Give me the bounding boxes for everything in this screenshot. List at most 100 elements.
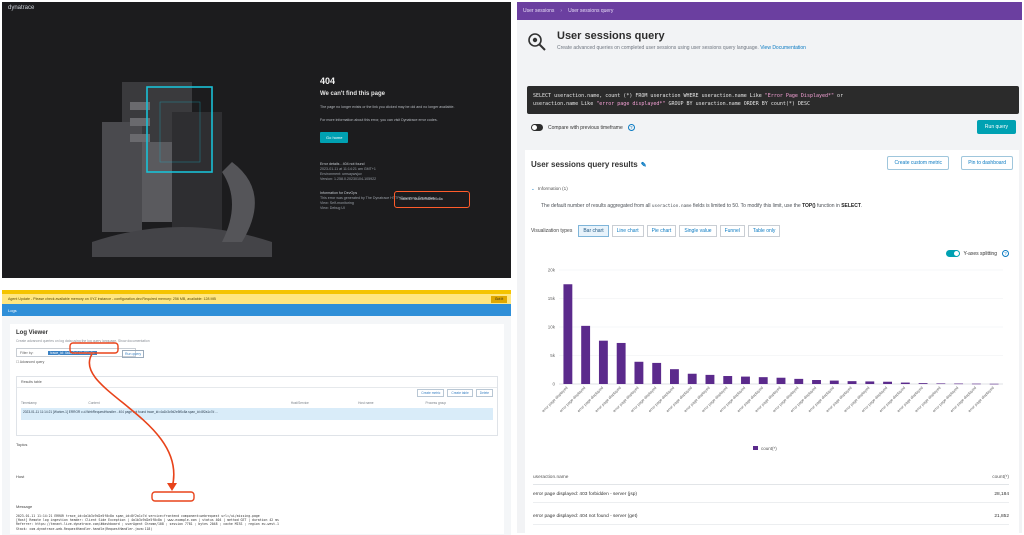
query-string: "Error Page Displayed*" [764, 93, 835, 99]
y-axes-splitting-toggle[interactable] [945, 250, 960, 257]
help-icon[interactable]: ? [627, 124, 635, 131]
devops-line-1: This error was generated by The Dynatrac… [320, 195, 435, 200]
run-query-button[interactable]: Run query [122, 350, 145, 358]
bar [918, 383, 928, 384]
query-editor[interactable]: SELECT useraction.name, count (*) FROM u… [527, 86, 1019, 114]
col-timestamp[interactable]: Timestamp [21, 401, 37, 405]
bar [900, 382, 910, 384]
devops-line-2[interactable]: View: Self-monitoring [320, 201, 354, 206]
bar [581, 325, 591, 384]
broken-building-illustration [92, 82, 272, 257]
create-table-button[interactable]: Create table [447, 389, 473, 397]
note-topn: TOP() [802, 203, 816, 209]
tab-line-chart[interactable]: Line chart [611, 225, 644, 237]
message-line: 2023-01-11 11:14:21 ERROR trace_id=4a1b3… [16, 514, 260, 518]
query-results-card: User sessions query results ✎ Create cust… [525, 150, 1019, 533]
trace-id-highlight: Trace ID: 4a1b3c9d2e5f0c8a [394, 191, 470, 208]
tab-bar-chart[interactable]: Bar chart [578, 225, 609, 237]
trace-id-value: Trace ID: 4a1b3c9d2e5f0c8a [399, 197, 443, 201]
information-toggle[interactable]: ⌄ Information (1) [531, 186, 568, 192]
y-axes-splitting: Y-axes splitting ? [945, 250, 1009, 257]
information-note: The default number of results aggregated… [541, 203, 862, 209]
tab-single-value[interactable]: Single value [679, 225, 717, 237]
bar [758, 377, 768, 384]
query-part: useraction.name Like [533, 101, 597, 107]
results-table: Results table Create metric Create table… [16, 376, 498, 436]
col-count[interactable]: count(*) [992, 475, 1009, 480]
details-line-1: 2023-01-11 at 11:14:21 am GMT+1 [320, 167, 376, 172]
row-name: error page displayed: 404 not found - se… [533, 514, 638, 519]
col-process-group[interactable]: Process group [425, 401, 447, 405]
help-icon[interactable]: ? [1002, 250, 1009, 257]
create-custom-metric-button[interactable]: Create custom metric [887, 156, 949, 170]
legend-label: count(*) [761, 446, 777, 451]
log-viewer-title: Log Viewer [16, 330, 48, 336]
legend-swatch [753, 446, 758, 450]
y-axes-splitting-label: Y-axes splitting [963, 250, 997, 257]
y-tick-label: 10k [548, 325, 556, 330]
compare-toggle[interactable] [531, 124, 543, 131]
details-title: Error details - 404 not found [320, 161, 365, 166]
y-tick-label: 20k [548, 268, 556, 273]
visualization-types: Visualization types Bar chart Line chart… [531, 225, 783, 237]
bar [971, 383, 981, 385]
results-title: User sessions query results ✎ [531, 160, 647, 169]
bar [883, 381, 892, 384]
query-part: GROUP BY useraction.name ORDER BY count(… [665, 101, 810, 107]
bar [829, 380, 839, 384]
chevron-down-icon: ⌄ [531, 186, 535, 191]
col-host-service[interactable]: Host/Service [290, 401, 309, 405]
devops-info: Information for DevOps This error was ge… [320, 191, 490, 212]
documentation-link[interactable]: View Documentation [760, 45, 806, 51]
run-query-button[interactable]: Run query [976, 120, 1016, 134]
query-string: "error page displayed*" [596, 101, 666, 107]
dynatrace-logo: dynatrace [8, 5, 35, 11]
app-top-bar: Logs [2, 304, 511, 316]
query-line-1: SELECT useraction.name, count (*) FROM u… [533, 92, 1013, 100]
col-useraction-name[interactable]: useraction.name [533, 475, 569, 480]
message-line: Referrer: https://tenant.live.dynatrace.… [16, 522, 279, 527]
error-details: Error details - 404 not found 2023-01-11… [320, 162, 490, 183]
bar [616, 342, 626, 384]
error-description: The page no longer exists or the link yo… [320, 105, 455, 109]
go-home-button[interactable]: Go home [320, 131, 349, 143]
results-table-header: useraction.name count(*) [533, 475, 1009, 485]
message-line: [Host] Remote log ingestion header: Clie… [16, 518, 279, 523]
pin-to-dashboard-button[interactable]: Pin to dashboard [961, 156, 1013, 170]
bar [936, 383, 946, 385]
advanced-query-label: Advanced query [19, 360, 45, 364]
delete-button[interactable]: Delete [475, 389, 493, 397]
edit-pencil-icon[interactable]: ✎ [640, 162, 647, 169]
bar [723, 376, 733, 384]
error-404-panel: dynatrace 404 We can't find this page Th… [2, 2, 511, 278]
information-label: Information (1) [537, 186, 568, 191]
advanced-query-checkbox[interactable]: ☐ Advanced query [16, 360, 45, 364]
create-metric-button[interactable]: Create metric [417, 389, 445, 397]
notice-close-button[interactable]: Got it [491, 296, 507, 303]
tab-pie-chart[interactable]: Pie chart [646, 225, 677, 237]
host-section-title: Host [16, 474, 25, 479]
visualization-label: Visualization types [531, 228, 573, 234]
bar [794, 378, 804, 384]
tab-funnel[interactable]: Funnel [719, 225, 745, 237]
filter-chip[interactable]: trace_id: 4a1b3c9d2e5f0c8a [48, 351, 97, 355]
tab-table-only[interactable]: Table only [747, 225, 781, 237]
filter-input[interactable]: Filter by: trace_id: 4a1b3c9d2e5f0c8a [16, 348, 136, 357]
table-row: error page displayed: 403 forbidden - se… [533, 492, 1009, 503]
message-line: Stack: com.dynatrace.web.RequestHandler.… [16, 526, 153, 531]
note-text: function in [815, 203, 842, 209]
row-count: 28,184 [994, 492, 1009, 497]
table-actions: Create metric Create table Delete [417, 389, 493, 397]
breadcrumb-user-sessions[interactable]: User sessions [523, 8, 555, 14]
y-tick-label: 0 [552, 382, 555, 387]
bar [652, 362, 662, 384]
devops-line-3[interactable]: View: Debug UI [320, 206, 345, 211]
col-content[interactable]: Content [88, 401, 100, 405]
compare-row: Compare with previous timeframe ? [531, 124, 635, 131]
error-text-block: 404 We can't find this page The page no … [320, 76, 490, 211]
table-row[interactable]: 2023-01-11 11:14:21 [Worker-1] ERROR c.d… [21, 408, 493, 420]
bar [634, 361, 644, 384]
col-host-name[interactable]: Host name [358, 401, 374, 405]
page-header: User sessions query Create advanced quer… [527, 28, 1012, 72]
